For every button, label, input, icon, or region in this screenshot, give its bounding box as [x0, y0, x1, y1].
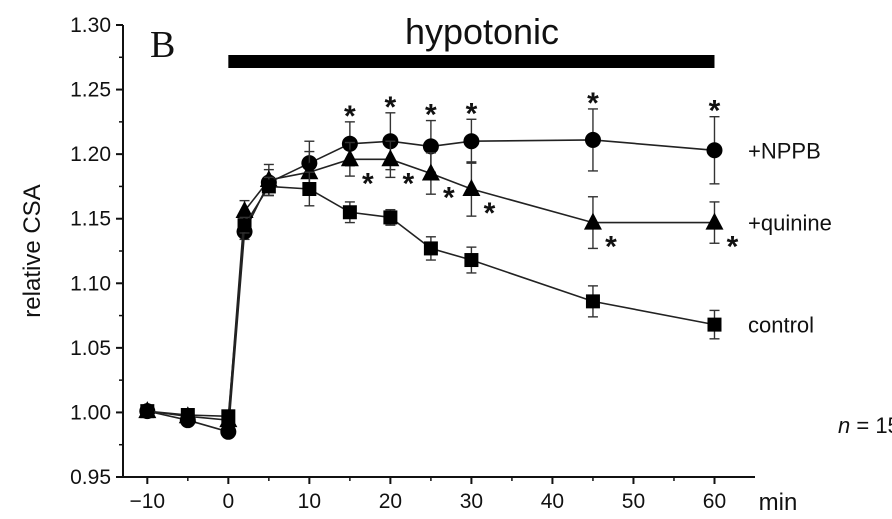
x-tick-label: 30: [460, 490, 483, 513]
significance-star: *: [727, 231, 739, 264]
data-point: [464, 253, 479, 268]
y-tick-label: 1.00: [70, 401, 111, 424]
series-square: [140, 171, 722, 424]
x-axis-title: min: [759, 489, 798, 516]
data-point: [235, 200, 254, 218]
data-point: [342, 205, 357, 220]
data-point: [422, 138, 439, 155]
treatment-bar-group: hypotonic: [228, 11, 715, 68]
treatment-label: hypotonic: [405, 11, 559, 52]
y-tick-label: 1.25: [70, 79, 111, 102]
significance-star: *: [587, 87, 599, 120]
data-point: [340, 149, 359, 167]
data-point: [220, 423, 237, 440]
x-tick-label: 10: [298, 490, 321, 513]
significance-star: *: [484, 197, 496, 230]
series-label: control: [748, 313, 814, 338]
x-tick-label: 40: [541, 490, 564, 513]
significance-star: *: [385, 91, 397, 124]
significance-star: *: [425, 99, 437, 132]
data-point: [180, 408, 195, 423]
series-label: +NPPB: [748, 138, 821, 163]
data-point: [140, 404, 155, 419]
significance-star: *: [443, 182, 455, 215]
sample-size-note: n = 15-18: [838, 413, 892, 438]
data-point: [261, 179, 276, 194]
data-point: [707, 317, 722, 332]
significance-star: *: [605, 231, 617, 264]
y-tick-label: 0.95: [70, 466, 111, 489]
significance-star: *: [466, 97, 478, 130]
x-tick-label: 60: [703, 490, 726, 513]
data-point: [302, 182, 317, 197]
x-tick-label: 20: [379, 490, 402, 513]
data-point: [237, 218, 252, 233]
series-triangle: * * * * * *: [138, 140, 739, 428]
x-tick-label: −10: [129, 490, 165, 513]
y-tick-label: 1.20: [70, 143, 111, 166]
data-point: [462, 179, 481, 197]
series-labels: +NPPB +quinine control: [748, 138, 832, 337]
data-point: [221, 409, 236, 424]
treatment-bar: [228, 55, 715, 68]
x-tick-label: 0: [222, 490, 234, 513]
data-point: [463, 133, 480, 150]
panel-label: B: [150, 24, 175, 66]
data-point: [300, 162, 319, 180]
y-tick-label: 1.10: [70, 272, 111, 295]
data-point: [423, 241, 438, 256]
significance-star: *: [362, 167, 374, 200]
data-point: [381, 149, 400, 167]
data-point: [706, 142, 723, 159]
significance-star: *: [709, 95, 721, 128]
series-circle: * * * * * *: [139, 87, 723, 440]
data-point: [583, 212, 602, 230]
significance-star: *: [344, 100, 356, 133]
plot-area: * * * * * * * * * * * *: [138, 87, 739, 440]
chart-axes: 0.95 1.00 1.05 1.10 1.15 1.20 1.25 1.30 −10 0 10 20…: [19, 14, 797, 516]
x-tick-label: 50: [622, 490, 645, 513]
data-point: [383, 210, 398, 225]
data-point: [421, 163, 440, 181]
data-point: [584, 131, 601, 148]
y-tick-label: 1.30: [70, 14, 111, 37]
y-tick-label: 1.05: [70, 337, 111, 360]
data-point: [705, 212, 724, 230]
series-label: +quinine: [748, 211, 832, 236]
data-point: [585, 294, 600, 309]
sample-size-n: n: [838, 413, 850, 438]
sample-size-value: = 15-18: [850, 413, 892, 438]
y-tick-label: 1.15: [70, 208, 111, 231]
y-axis-title: relative CSA: [19, 184, 46, 317]
significance-star: *: [403, 167, 415, 200]
